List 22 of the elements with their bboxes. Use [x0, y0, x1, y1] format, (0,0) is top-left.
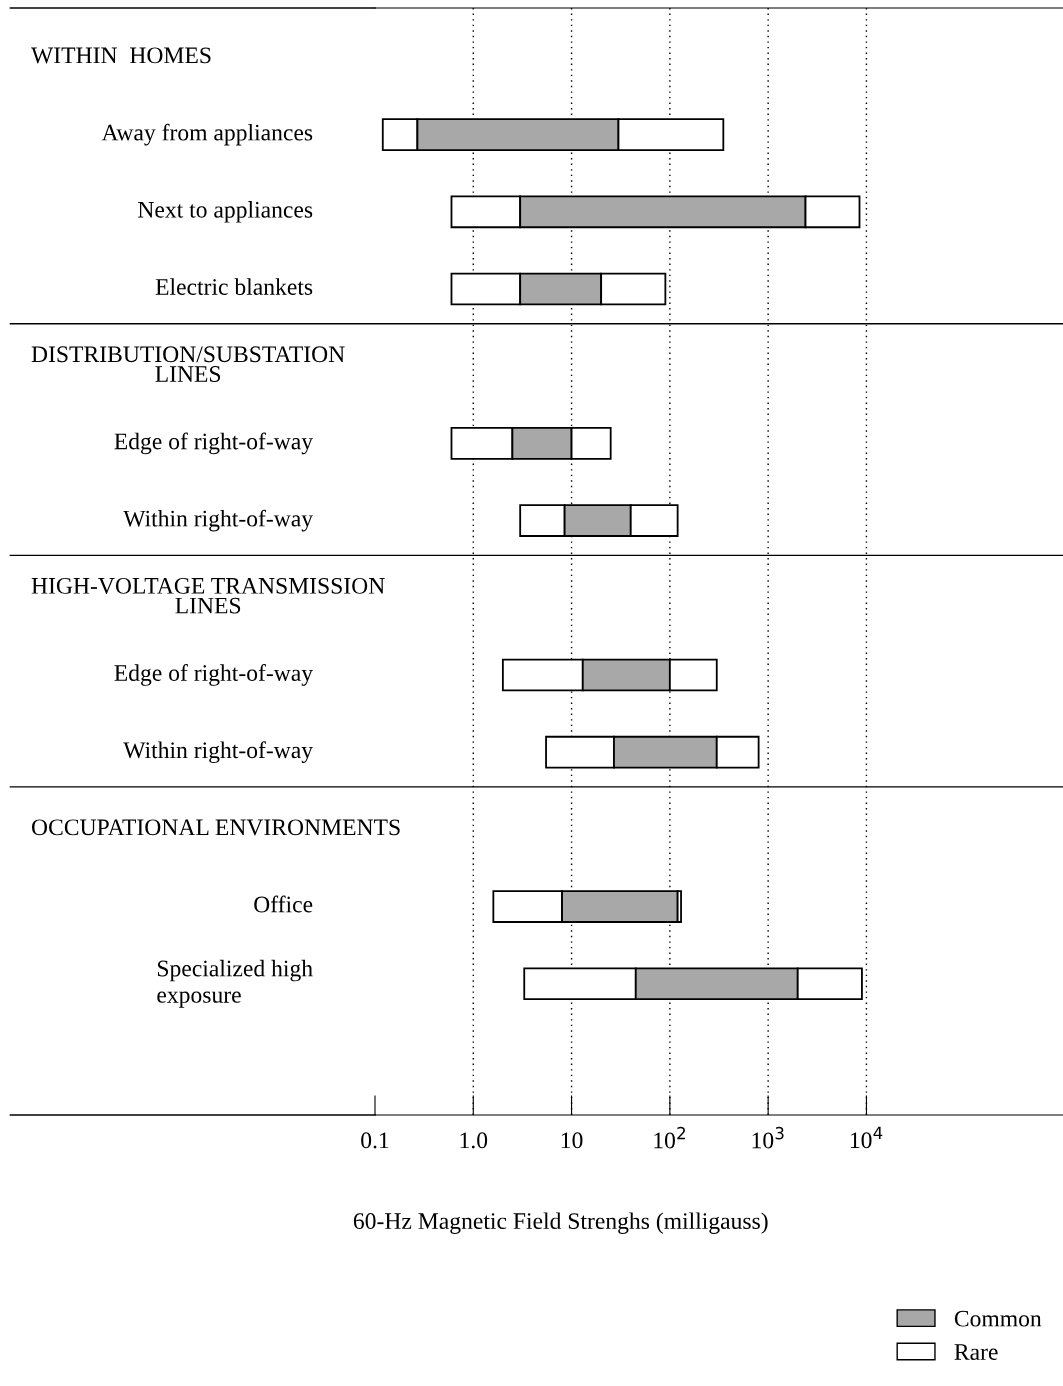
- y-tick-label: Office: [254, 895, 313, 913]
- legend-label: Common: [954, 1310, 1042, 1327]
- y-tick-label: Within right-of-way: [123, 509, 313, 532]
- x-tick-label: 10$^{2}$: [654, 1126, 685, 1149]
- x-tick-label: 0.1: [361, 1132, 389, 1149]
- text: WITHIN HOMES: [31, 47, 211, 64]
- legend-label: Rare: [954, 1344, 998, 1360]
- x-tick-label: 10$^{3}$: [752, 1126, 784, 1149]
- x-tick-label: 10$^{4}$: [850, 1126, 883, 1149]
- text: DISTRIBUTION/SUBSTATION LINES: [31, 346, 345, 382]
- y-tick-label: Edge of right-of-way: [114, 664, 313, 686]
- y-tick-label: Next to appliances: [138, 201, 313, 223]
- text: 1.0: [460, 1132, 488, 1149]
- annotation: HIGH-VOLTAGE TRANSMISSION LINES: [31, 577, 385, 614]
- y-tick-label: Electric blankets: [155, 278, 313, 295]
- y-tick-label: Specialized high exposure: [157, 959, 313, 1008]
- y-tick-label: Edge of right-of-way: [114, 432, 313, 455]
- y-tick-label: Away from appliances: [101, 123, 313, 146]
- annotation: OCCUPATIONAL ENVIRONMENTS: [31, 819, 400, 836]
- y-tick-label: Within right-of-way: [123, 741, 313, 764]
- x-axis-title: 60-Hz Magnetic Field Strenghs (milligauss): [353, 1212, 768, 1234]
- x-tick-label: 10: [561, 1132, 583, 1149]
